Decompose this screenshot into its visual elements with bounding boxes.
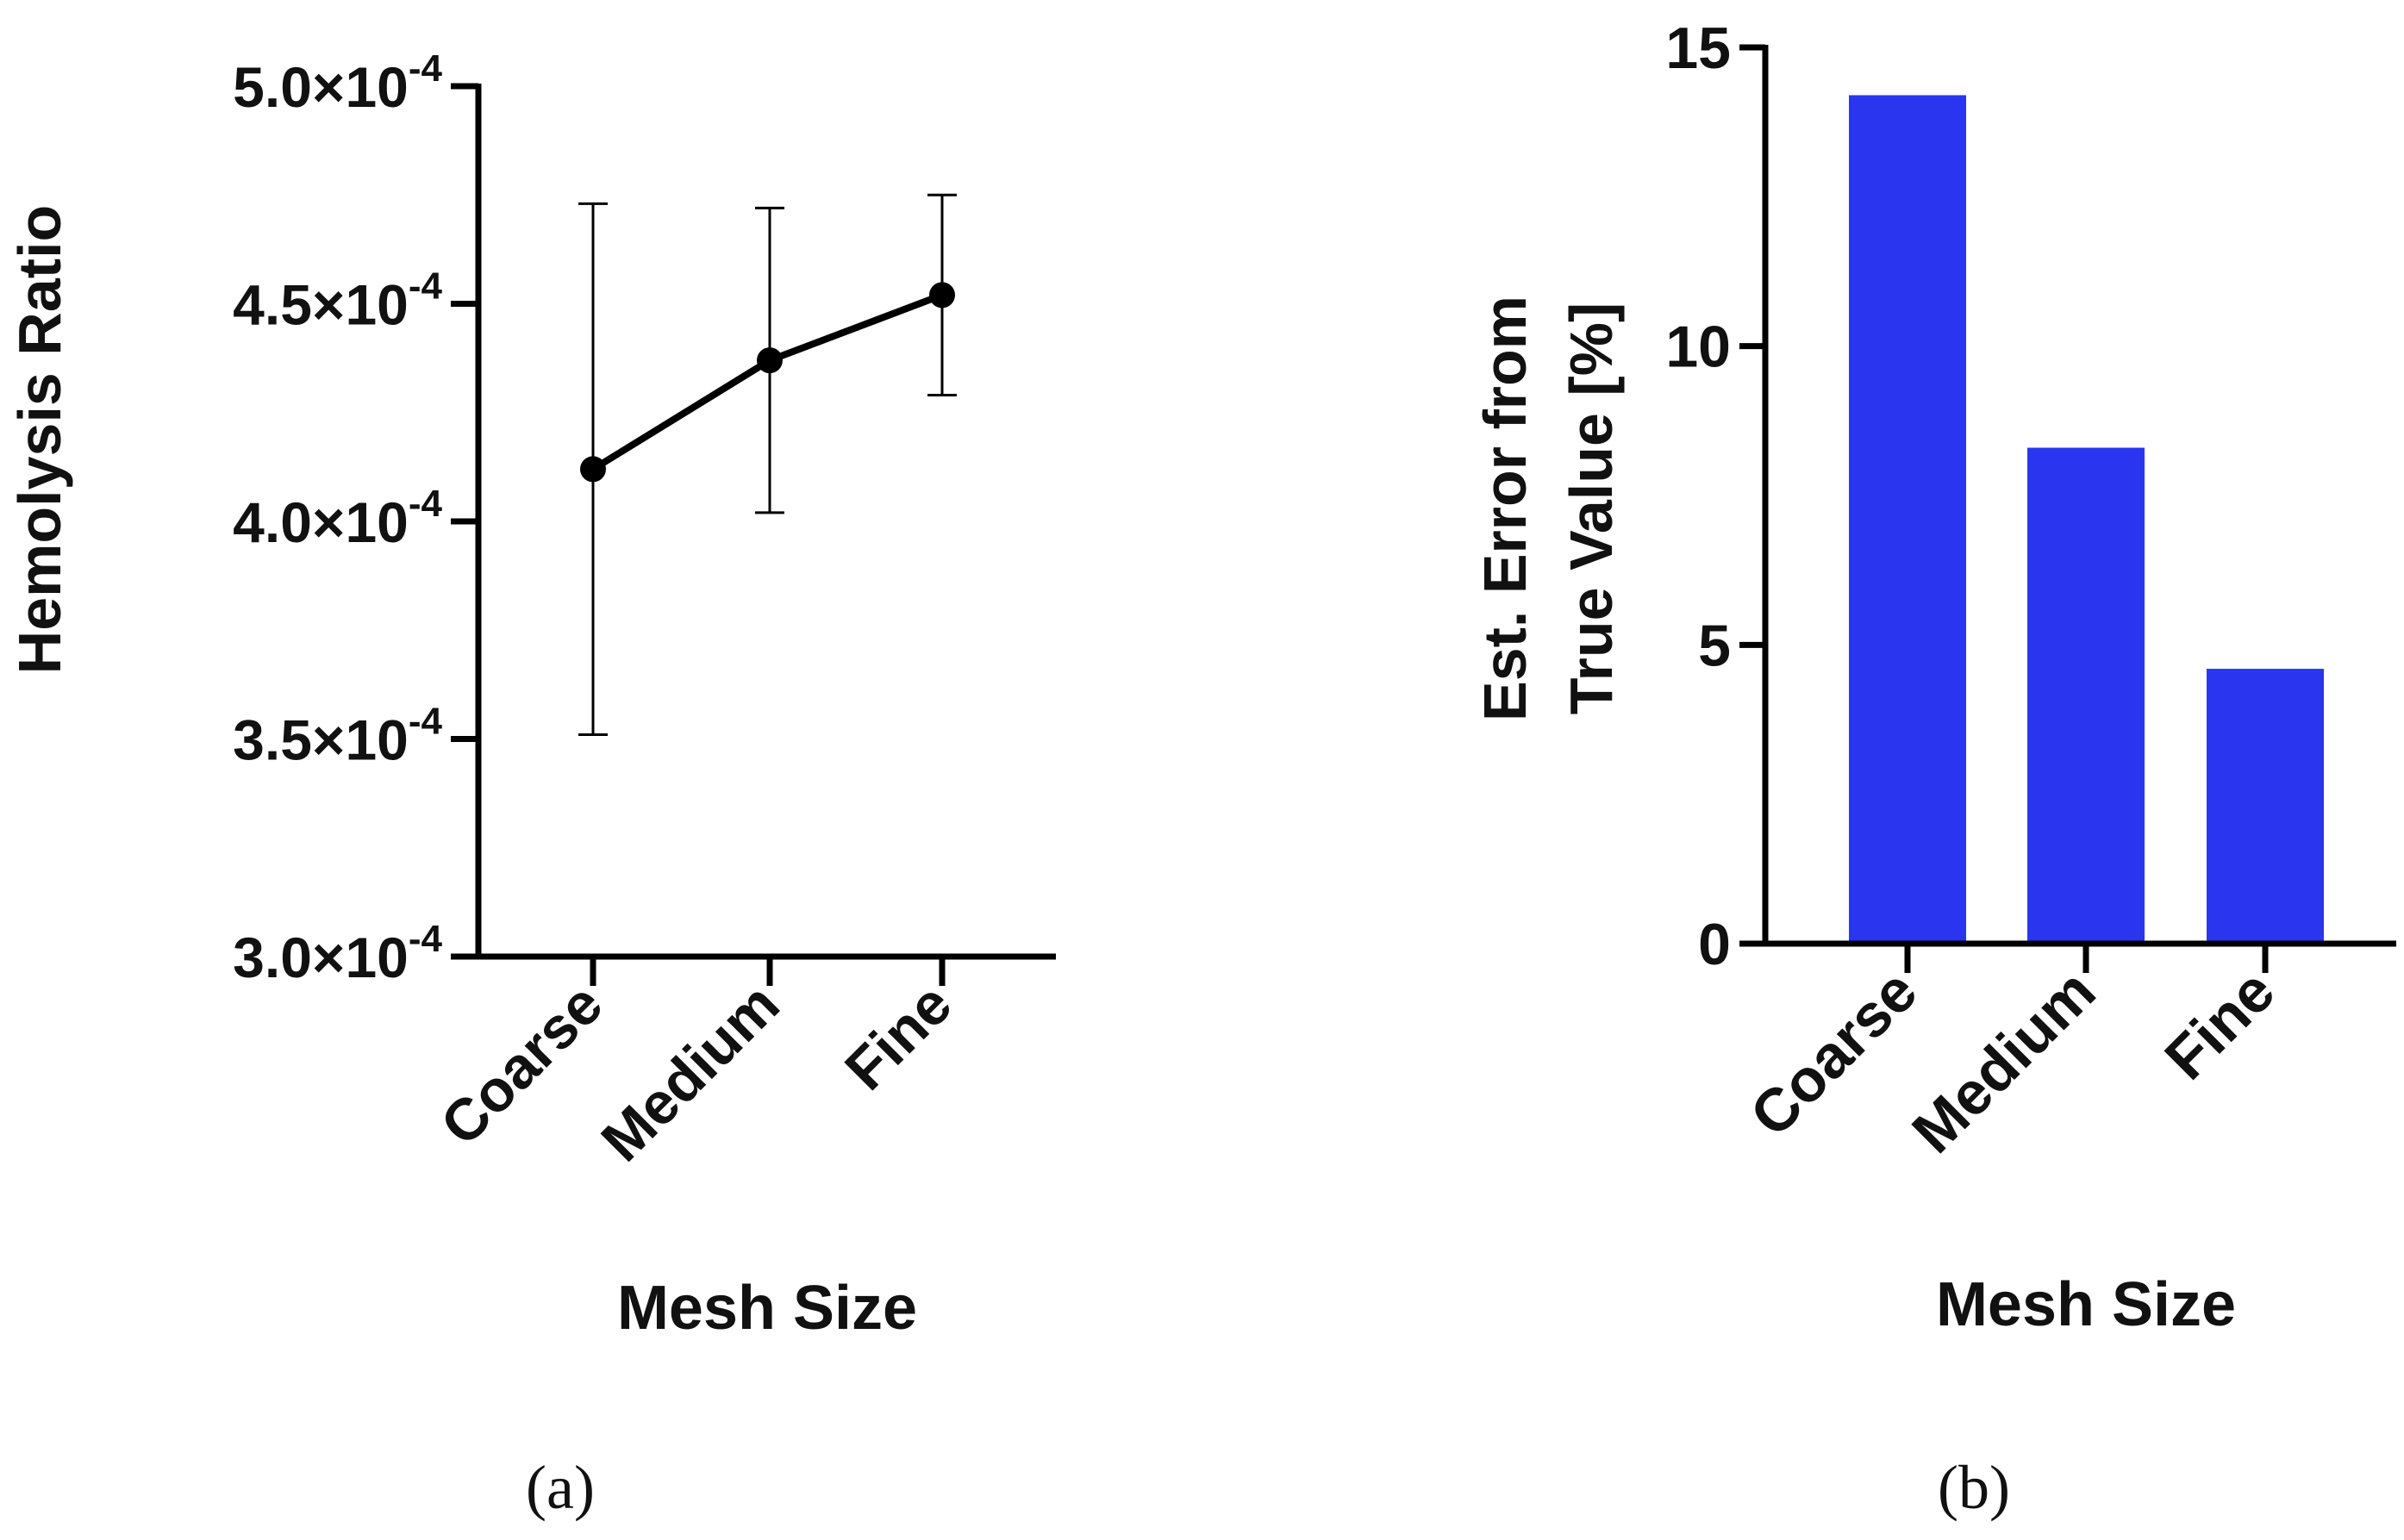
- panel-b-x-axis-title: Mesh Size: [1936, 1270, 2236, 1339]
- panel-a-y-tick-label: 4.0×10-4: [233, 483, 442, 554]
- panel-b-y-axis-title-line-1: Est. Error from: [1471, 296, 1539, 721]
- panel-b-y-axis-title-line-2: True Value [%]: [1558, 302, 1625, 714]
- panel-a-data-point: [580, 456, 606, 483]
- panel-a-y-tick-label: 5.0×10-4: [233, 47, 442, 119]
- panel-b-y-tick-label: 0: [1698, 912, 1731, 977]
- panel-b-label: (b): [1938, 1453, 2010, 1522]
- panel-a-data-point: [929, 282, 955, 309]
- panel-a-x-tick-label: Coarse: [428, 971, 615, 1158]
- panel-b-bar: [1849, 95, 1966, 944]
- panel-b-bar: [2027, 447, 2145, 944]
- panel-a-x-tick-label: Medium: [589, 971, 791, 1174]
- panel-b-bar-chart: Est. Error from True Value [%] Mesh Size…: [1471, 16, 2396, 1522]
- panel-b-y-tick-label: 10: [1665, 315, 1731, 380]
- panel-b-x-tick-label: Medium: [1899, 957, 2107, 1165]
- panel-b-bar: [2207, 669, 2324, 944]
- panel-a-y-tick-label: 4.5×10-4: [233, 265, 442, 337]
- panel-a-y-tick-label: 3.0×10-4: [233, 918, 442, 989]
- panel-a-series-line: [590, 291, 944, 472]
- panel-a-y-tick-label: 3.5×10-4: [233, 701, 442, 772]
- panel-b-x-tick-label: Fine: [2152, 957, 2288, 1092]
- panel-a-x-tick-label: Fine: [833, 971, 965, 1103]
- panel-a-x-axis-title: Mesh Size: [617, 1274, 917, 1343]
- panel-b-y-tick-label: 15: [1665, 16, 1731, 81]
- panel-a-y-axis-title: Hemolysis Ratio: [6, 205, 73, 675]
- panel-a-data-point: [757, 347, 783, 374]
- panel-b-y-tick-label: 5: [1698, 613, 1731, 678]
- panel-a-line-chart: Hemolysis Ratio Mesh Size (a) 3.0×10-4 3.…: [6, 47, 1056, 1522]
- panel-a-label: (a): [526, 1453, 595, 1522]
